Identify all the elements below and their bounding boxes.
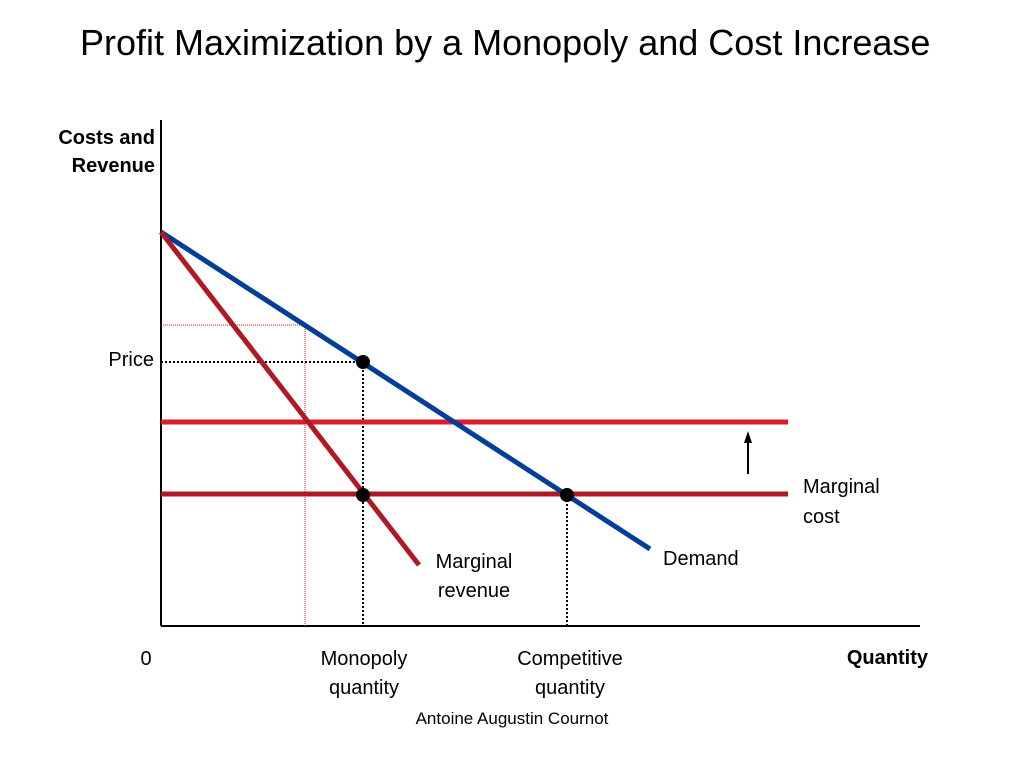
- footer-credit: Antoine Augustin Cournot: [416, 709, 609, 728]
- marginal-revenue-line: [159, 230, 421, 567]
- competitive-point: [560, 488, 574, 502]
- competitive-quantity-label-line1: Competitive: [517, 648, 623, 670]
- y-axis-label-line1: Costs and: [58, 127, 155, 149]
- competitive-quantity-label-line2: quantity: [535, 677, 605, 699]
- x-axis-label: Quantity: [847, 647, 929, 669]
- monopoly-quantity-label-line1: Monopoly: [321, 648, 408, 670]
- monopoly-quantity-label-line2: quantity: [329, 677, 399, 699]
- marginal-revenue-label-line1: Marginal: [436, 551, 513, 573]
- price-label: Price: [108, 349, 154, 371]
- y-axis-label-line2: Revenue: [72, 155, 155, 177]
- origin-label: 0: [140, 648, 151, 670]
- demand-line: [159, 229, 652, 552]
- cost-increase-arrowhead: [744, 431, 752, 443]
- slide-title: Profit Maximization by a Monopoly and Co…: [80, 22, 931, 63]
- marginal-cost-label-line1: Marginal: [803, 476, 880, 498]
- marginal-cost-label-line2: cost: [803, 506, 840, 528]
- mr-mc-intersection-point: [356, 488, 370, 502]
- demand-label: Demand: [663, 548, 739, 570]
- monopoly-price-point: [356, 355, 370, 369]
- marginal-revenue-label-line2: revenue: [438, 580, 510, 602]
